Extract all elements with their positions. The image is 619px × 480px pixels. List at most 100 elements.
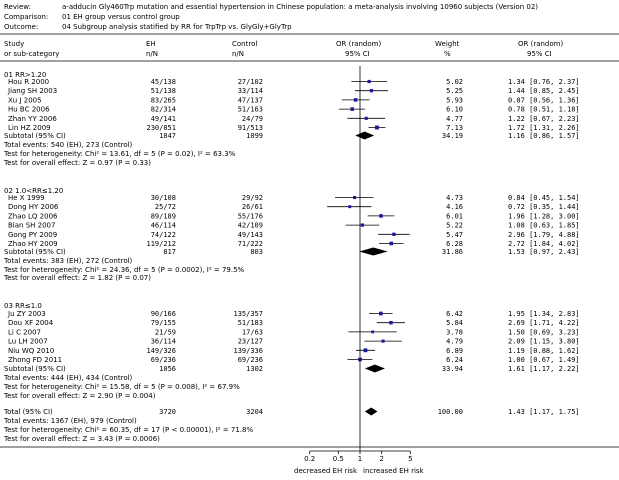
study-or-ci: 1.34 [0.76, 2.37] <box>508 78 580 86</box>
study-or-ci: 0.87 [0.56, 1.36] <box>508 96 580 104</box>
study-or-ci: 1.95 [1.34, 2.83] <box>508 310 580 318</box>
study-name: Lin HZ 2009 <box>8 124 51 132</box>
study-eh-count: 51/138 <box>151 87 176 95</box>
study-control-count: 139/336 <box>233 347 263 355</box>
subtotal-or-ci: 1.61 [1.17, 2.22] <box>508 365 580 373</box>
study-control-count: 51/163 <box>238 106 263 114</box>
study-or-ci: 2.69 [1.71, 4.22] <box>508 319 580 327</box>
total-eh-count: 3720 <box>159 408 176 416</box>
study-eh-count: 79/155 <box>151 319 176 327</box>
study-point <box>392 232 396 236</box>
study-weight: 4.79 <box>446 338 463 346</box>
study-control-count: 47/137 <box>238 96 263 104</box>
total-control-count: 3204 <box>246 408 263 416</box>
group-overall-effect: Test for overall effect: Z = 1.82 (P = 0… <box>3 274 151 282</box>
study-point <box>364 116 368 120</box>
study-name: Ju ZY 2003 <box>7 310 46 318</box>
study-name: He X 1999 <box>8 194 45 202</box>
study-name: Zhao LQ 2006 <box>8 212 58 220</box>
study-weight: 4.77 <box>446 115 463 123</box>
study-control-count: 69/236 <box>238 356 263 364</box>
study-eh-count: 30/108 <box>151 194 176 202</box>
study-name: Jiang SH 2003 <box>7 87 57 95</box>
study-weight: 4.73 <box>446 194 463 202</box>
study-eh-count: 119/212 <box>146 240 176 248</box>
study-point <box>348 205 352 209</box>
total-overall-effect: Test for overall effect: Z = 3.43 (P = 0… <box>3 435 160 443</box>
study-weight: 6.89 <box>446 347 463 355</box>
subtotal-diamond <box>359 247 388 256</box>
study-point <box>389 320 393 325</box>
study-or-ci: 1.44 [0.85, 2.45] <box>508 87 580 95</box>
study-eh-count: 45/138 <box>151 78 176 86</box>
col-weight-sub: % <box>444 50 451 58</box>
subtotal-control-count: 803 <box>250 248 263 256</box>
study-weight: 6.42 <box>446 310 463 318</box>
study-weight: 5.47 <box>446 231 463 239</box>
study-control-count: 91/513 <box>238 124 263 132</box>
study-or-ci: 1.72 [1.31, 2.26] <box>508 124 580 132</box>
col-eh-sub: n/N <box>146 50 158 58</box>
study-or-ci: 0.84 [0.45, 1.54] <box>508 194 580 202</box>
study-name: Zhan YY 2006 <box>8 115 57 123</box>
study-point <box>353 98 358 102</box>
study-point <box>352 195 357 200</box>
study-name: Dong HY 2006 <box>8 203 59 211</box>
col-control-sub: n/N <box>232 50 244 58</box>
subtotal-control-count: 1302 <box>246 365 263 373</box>
study-weight: 4.16 <box>446 203 463 211</box>
study-point <box>375 125 379 130</box>
col-study: Study <box>4 40 24 48</box>
study-control-count: 49/143 <box>238 231 263 239</box>
study-eh-count: 89/189 <box>151 212 176 220</box>
x-axis-tick-label: 1 <box>358 455 362 463</box>
study-weight: 7.13 <box>446 124 463 132</box>
subtotal-diamond <box>355 131 375 140</box>
study-weight: 3.78 <box>446 328 463 336</box>
total-label: Total (95% CI) <box>3 408 53 416</box>
study-weight: 5.25 <box>446 87 463 95</box>
subtotal-weight: 31.86 <box>442 248 463 256</box>
subtotal-weight: 33.94 <box>442 365 463 373</box>
subtotal-eh-count: 1056 <box>159 365 176 373</box>
subtotal-label: Subtotal (95% CI) <box>4 132 66 140</box>
study-control-count: 33/114 <box>238 87 263 95</box>
forest-axis: 0.2 0.5 1 2 5 decreased EH risk increased EH r… <box>294 66 425 475</box>
comparison-label: Comparison: <box>4 13 48 21</box>
comparison-value: 01 EH group versus control group <box>62 13 180 21</box>
study-or-ci: 2.72 [1.84, 4.02] <box>508 240 580 248</box>
group-title: 03 RR≤1.0 <box>4 302 42 310</box>
x-axis-label-left: decreased EH risk <box>294 467 358 475</box>
study-eh-count: 25/72 <box>155 203 176 211</box>
study-weight: 5.22 <box>446 222 463 230</box>
study-name: Bian SH 2007 <box>8 222 55 230</box>
study-control-count: 23/127 <box>238 338 263 346</box>
study-control-count: 71/222 <box>238 240 263 248</box>
group-events: Total events: 444 (EH), 434 (Control) <box>3 374 133 382</box>
group-events: Total events: 383 (EH), 272 (Control) <box>3 257 133 265</box>
study-or-ci: 1.22 [0.67, 2.23] <box>508 115 580 123</box>
study-eh-count: 90/166 <box>151 310 176 318</box>
x-axis-tick-label: 0.2 <box>304 455 315 463</box>
study-weight: 6.28 <box>446 240 463 248</box>
study-or-ci: 1.00 [0.67, 1.49] <box>508 356 580 364</box>
group-title: 01 RR>1.20 <box>4 71 46 79</box>
group-events: Total events: 540 (EH), 273 (Control) <box>3 141 133 149</box>
col-study-sub: or sub-category <box>4 50 59 58</box>
study-eh-count: 149/326 <box>146 347 176 355</box>
x-axis-tick-label: 2 <box>379 455 383 463</box>
study-eh-count: 230/851 <box>146 124 176 132</box>
study-point <box>369 89 374 93</box>
study-control-count: 135/357 <box>233 310 263 318</box>
group-overall-effect: Test for overall effect: Z = 0.97 (P = 0… <box>3 159 151 167</box>
study-or-ci: 1.50 [0.69, 3.23] <box>508 328 580 336</box>
study-name: Lu LH 2007 <box>8 338 48 346</box>
col-eh: EH <box>146 40 156 48</box>
x-axis-tick-label: 5 <box>408 455 412 463</box>
study-name: Zhong FD 2011 <box>8 356 62 364</box>
study-name: Hou R 2000 <box>8 78 49 86</box>
group-heterogeneity: Test for heterogeneity: Chi² = 13.61, df… <box>3 150 236 158</box>
study-point <box>350 107 355 111</box>
